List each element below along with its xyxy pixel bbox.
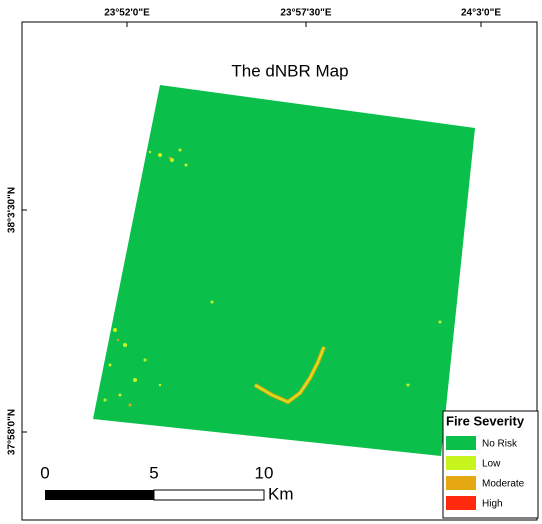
legend-title: Fire Severity xyxy=(446,413,525,428)
legend-label: Moderate xyxy=(482,479,525,490)
legend-swatch xyxy=(446,436,476,450)
map-title: The dNBR Map xyxy=(231,61,348,80)
legend-label: High xyxy=(482,499,503,510)
longitude-label: 23°52'0"E xyxy=(104,8,150,19)
legend-label: Low xyxy=(482,459,501,470)
scale-segment xyxy=(45,490,154,500)
map: 23°52'0"E 23°57'30"E 24°3'0"E 38°3'30"N … xyxy=(0,0,542,524)
scale-label: 5 xyxy=(149,463,158,482)
longitude-label: 23°57'30"E xyxy=(280,8,331,19)
scale-unit: Km xyxy=(268,484,294,503)
legend-label: No Risk xyxy=(482,439,518,450)
longitude-label: 24°3'0"E xyxy=(461,8,501,19)
latitude-label: 37°58'0"N xyxy=(7,409,18,455)
scale-label: 0 xyxy=(40,463,49,482)
latitude-label: 38°3'30"N xyxy=(7,187,18,233)
legend-swatch xyxy=(446,456,476,470)
legend-swatch xyxy=(446,496,476,510)
scale-segment xyxy=(154,490,264,500)
legend-swatch xyxy=(446,476,476,490)
page: 23°52'0"E 23°57'30"E 24°3'0"E 38°3'30"N … xyxy=(0,0,542,524)
scale-label: 10 xyxy=(255,463,274,482)
